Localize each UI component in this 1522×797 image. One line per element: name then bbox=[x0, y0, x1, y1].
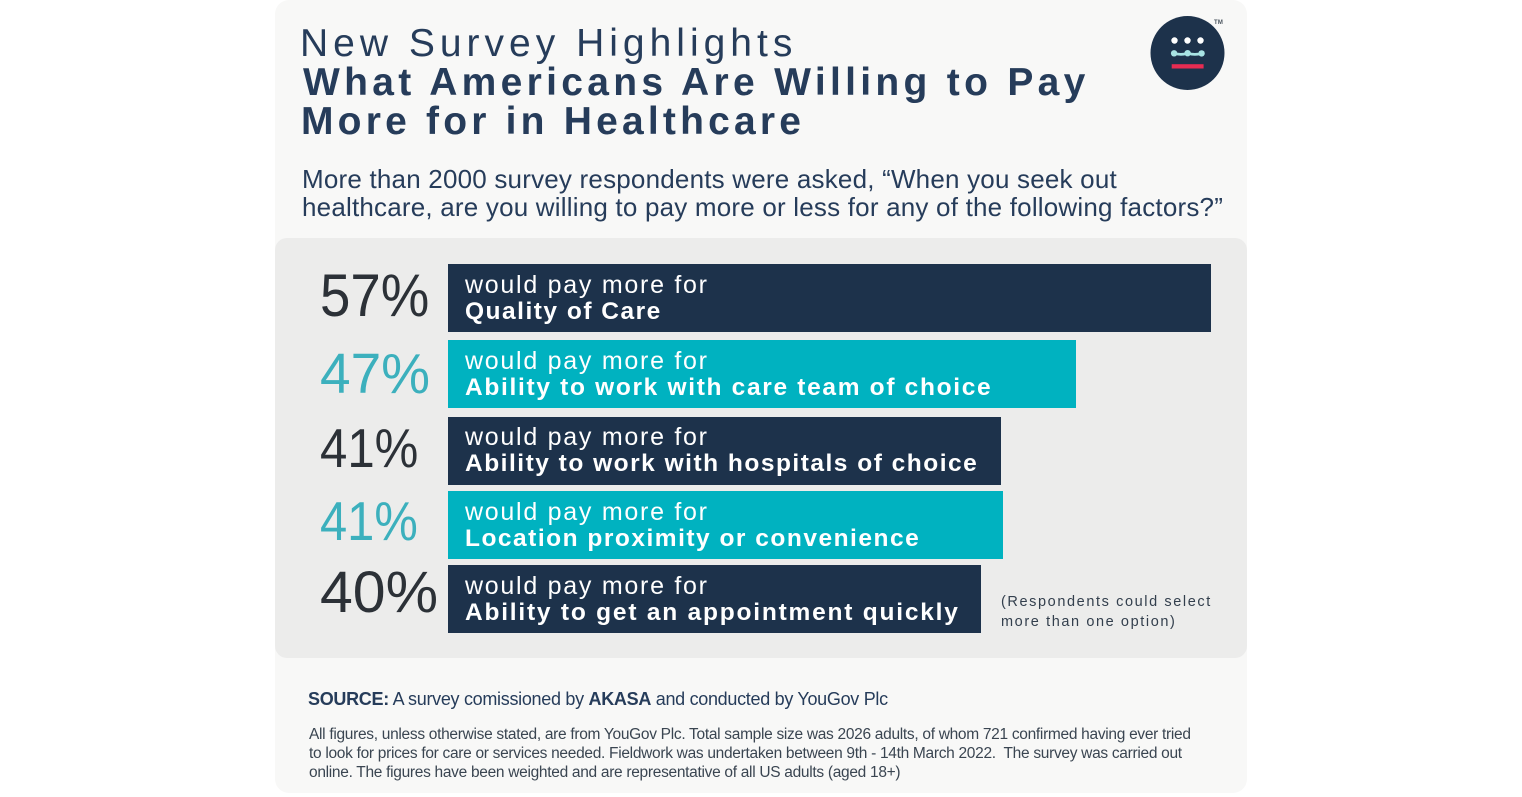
svg-text:TM: TM bbox=[1214, 20, 1223, 26]
